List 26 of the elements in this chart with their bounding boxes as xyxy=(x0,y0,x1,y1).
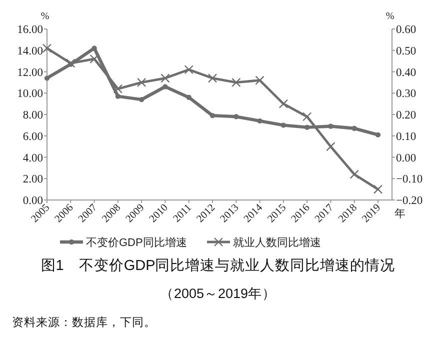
y2-tick-label: 0.00 xyxy=(396,152,416,164)
y-tick-label: 14.00 xyxy=(17,45,44,58)
y2-tick-label: 0.20 xyxy=(396,110,416,122)
text: 资料来源：数据库，下同。 xyxy=(12,315,156,329)
y-axis-title: % xyxy=(40,11,50,22)
legend-label: 不变价GDP同比增速 xyxy=(86,236,187,249)
y2-tick-label: 0.60 xyxy=(396,24,416,36)
y-tick-label: 10.00 xyxy=(17,88,44,100)
y2-axis-title: % xyxy=(386,11,394,22)
x-axis-title: 年 xyxy=(394,208,406,220)
y-tick-label: 4.00 xyxy=(22,152,44,164)
y-tick-label: 2.00 xyxy=(22,174,44,186)
y-tick-label: 6.00 xyxy=(22,130,44,143)
y2-tick-label: −0.10 xyxy=(396,174,423,186)
y-tick-label: 16.00 xyxy=(17,24,44,36)
y-tick-label: 12.00 xyxy=(17,66,44,79)
text: （2005～2019年） xyxy=(160,286,276,301)
y-tick-label: 0.00 xyxy=(22,195,44,207)
y-tick-label: 8.00 xyxy=(22,110,44,122)
y2-tick-label: 0.30 xyxy=(396,88,416,100)
y2-tick-label: −0.20 xyxy=(396,195,423,207)
y2-tick-label: 0.40 xyxy=(396,66,416,79)
y2-tick-label: 0.50 xyxy=(396,45,416,58)
y2-tick-label: 0.10 xyxy=(396,130,416,143)
legend-label: 就业人数同比增速 xyxy=(233,236,321,249)
text: 图1 不变价GDP同比增速与就业人数同比增速的情况 xyxy=(40,257,396,274)
